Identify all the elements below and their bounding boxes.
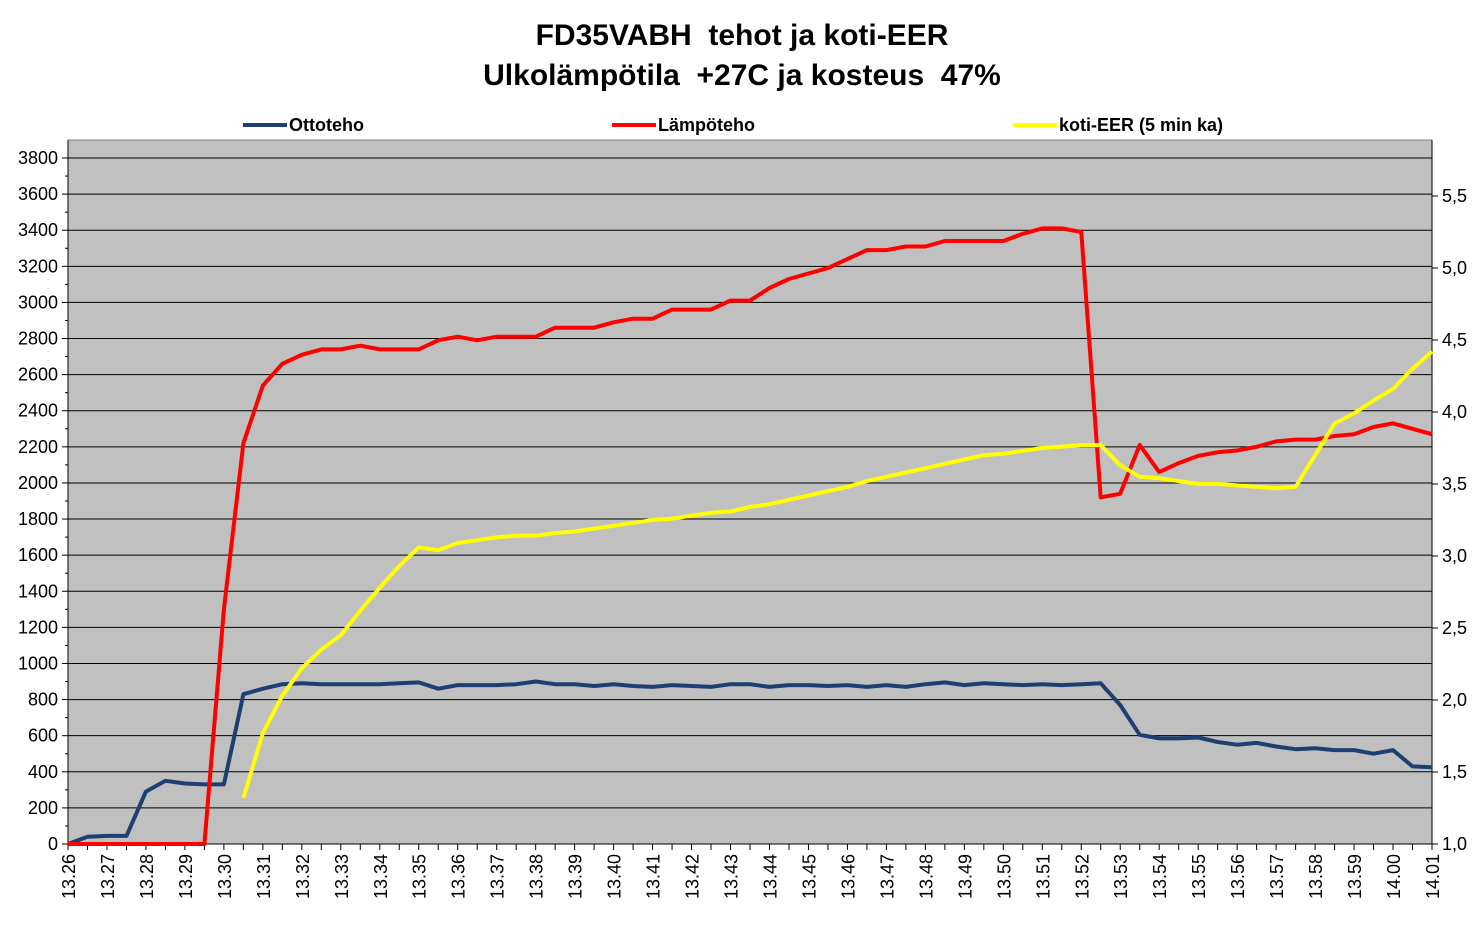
x-tick-label: 13.32 [293,854,313,899]
legend-item-lampoteho: Lämpöteho [612,113,755,137]
y-left-tick-label: 3800 [18,148,58,168]
x-tick-label: 13.33 [332,854,352,899]
plot-area [67,139,1433,845]
y-right-tick-label: 2,0 [1442,690,1467,710]
legend-label-lampoteho: Lämpöteho [658,114,755,135]
legend-swatch-lampoteho [612,123,656,127]
x-tick-label: 13.41 [644,854,664,899]
x-tick-label: 13.47 [877,854,897,899]
y-right-tick-label: 4,0 [1442,402,1467,422]
x-tick-label: 13.55 [1189,854,1209,899]
x-tick-label: 13.58 [1306,854,1326,899]
y-left-tick-label: 200 [28,798,58,818]
y-left-tick-label: 1000 [18,653,58,673]
x-tick-label: 13.54 [1150,854,1170,899]
x-tick-label: 13.30 [215,854,235,899]
x-tick-label: 13.50 [994,854,1014,899]
x-tick-label: 13.42 [683,854,703,899]
x-tick-label: 13.28 [137,854,157,899]
y-left-tick-label: 800 [28,690,58,710]
y-left-tick-label: 0 [48,834,58,854]
chart-title-line-1: FD35VABH tehot ja koti-EER [535,19,949,52]
x-tick-label: 13.43 [722,854,742,899]
x-tick-label: 13.45 [799,854,819,899]
x-tick-label: 13.59 [1345,854,1365,899]
legend-item-koti-eer: koti-EER (5 min ka) [1013,113,1223,137]
x-tick-label: 14.01 [1423,854,1443,899]
x-tick-label: 13.34 [371,854,391,899]
chart-title: FD35VABH tehot ja koti-EER Ulkolämpötila… [0,16,1484,96]
legend: Ottoteho Lämpöteho koti-EER (5 min ka) [0,113,1484,137]
x-tick-label: 14.00 [1384,854,1404,899]
y-left-tick-label: 600 [28,726,58,746]
x-tick-label: 13.38 [527,854,547,899]
y-right-tick-label: 1,5 [1442,762,1467,782]
y-left-tick-label: 2000 [18,473,58,493]
y-right-tick-label: 5,0 [1442,258,1467,278]
y-left-tick-label: 3400 [18,220,58,240]
y-left-tick-label: 2800 [18,329,58,349]
legend-swatch-koti-eer [1013,123,1057,127]
x-tick-label: 13.51 [1033,854,1053,899]
y-left-tick-label: 2400 [18,401,58,421]
y-left-tick-label: 1200 [18,617,58,637]
x-tick-label: 13.27 [98,854,118,899]
series-line-2 [241,350,1434,799]
series-line-0 [67,679,1433,846]
x-tick-label: 13.46 [838,854,858,899]
y-right-tick-label: 3,0 [1442,546,1467,566]
series-line-1 [68,226,1433,846]
y-left-tick-label: 1800 [18,509,58,529]
x-tick-label: 13.35 [410,854,430,899]
legend-item-ottoteho: Ottoteho [243,113,364,137]
x-tick-label: 13.53 [1111,854,1131,899]
x-tick-label: 13.44 [760,854,780,899]
legend-label-ottoteho: Ottoteho [289,114,364,135]
chart-title-line-2: Ulkolämpötila +27C ja kosteus 47% [483,59,1001,92]
x-tick-label: 13.29 [176,854,196,899]
x-tick-label: 13.40 [605,854,625,899]
y-left-tick-label: 1600 [18,545,58,565]
y-left-tick-label: 3000 [18,292,58,312]
y-right-tick-label: 1,0 [1442,834,1467,854]
x-tick-label: 13.39 [566,854,586,899]
x-tick-label: 13.49 [955,854,975,899]
y-right-tick-label: 4,5 [1442,330,1467,350]
y-right-tick-label: 3,5 [1442,474,1467,494]
y-left-tick-label: 1400 [18,581,58,601]
y-left-tick-label: 400 [28,762,58,782]
x-tick-label: 13.31 [254,854,274,899]
x-tick-label: 13.37 [488,854,508,899]
y-right-tick-label: 2,5 [1442,618,1467,638]
legend-label-koti-eer: koti-EER (5 min ka) [1059,114,1224,135]
x-tick-label: 13.52 [1072,854,1092,899]
x-tick-label: 13.26 [59,854,79,899]
x-tick-label: 13.56 [1228,854,1248,899]
y-right-tick-label: 5,5 [1442,186,1467,206]
x-tick-label: 13.57 [1267,854,1287,899]
y-left-tick-label: 2200 [18,437,58,457]
x-tick-label: 13.36 [449,854,469,899]
y-left-tick-label: 3600 [18,184,58,204]
y-left-tick-label: 3200 [18,256,58,276]
x-tick-label: 13.48 [916,854,936,899]
y-left-tick-label: 2600 [18,365,58,385]
legend-swatch-ottoteho [243,123,287,127]
